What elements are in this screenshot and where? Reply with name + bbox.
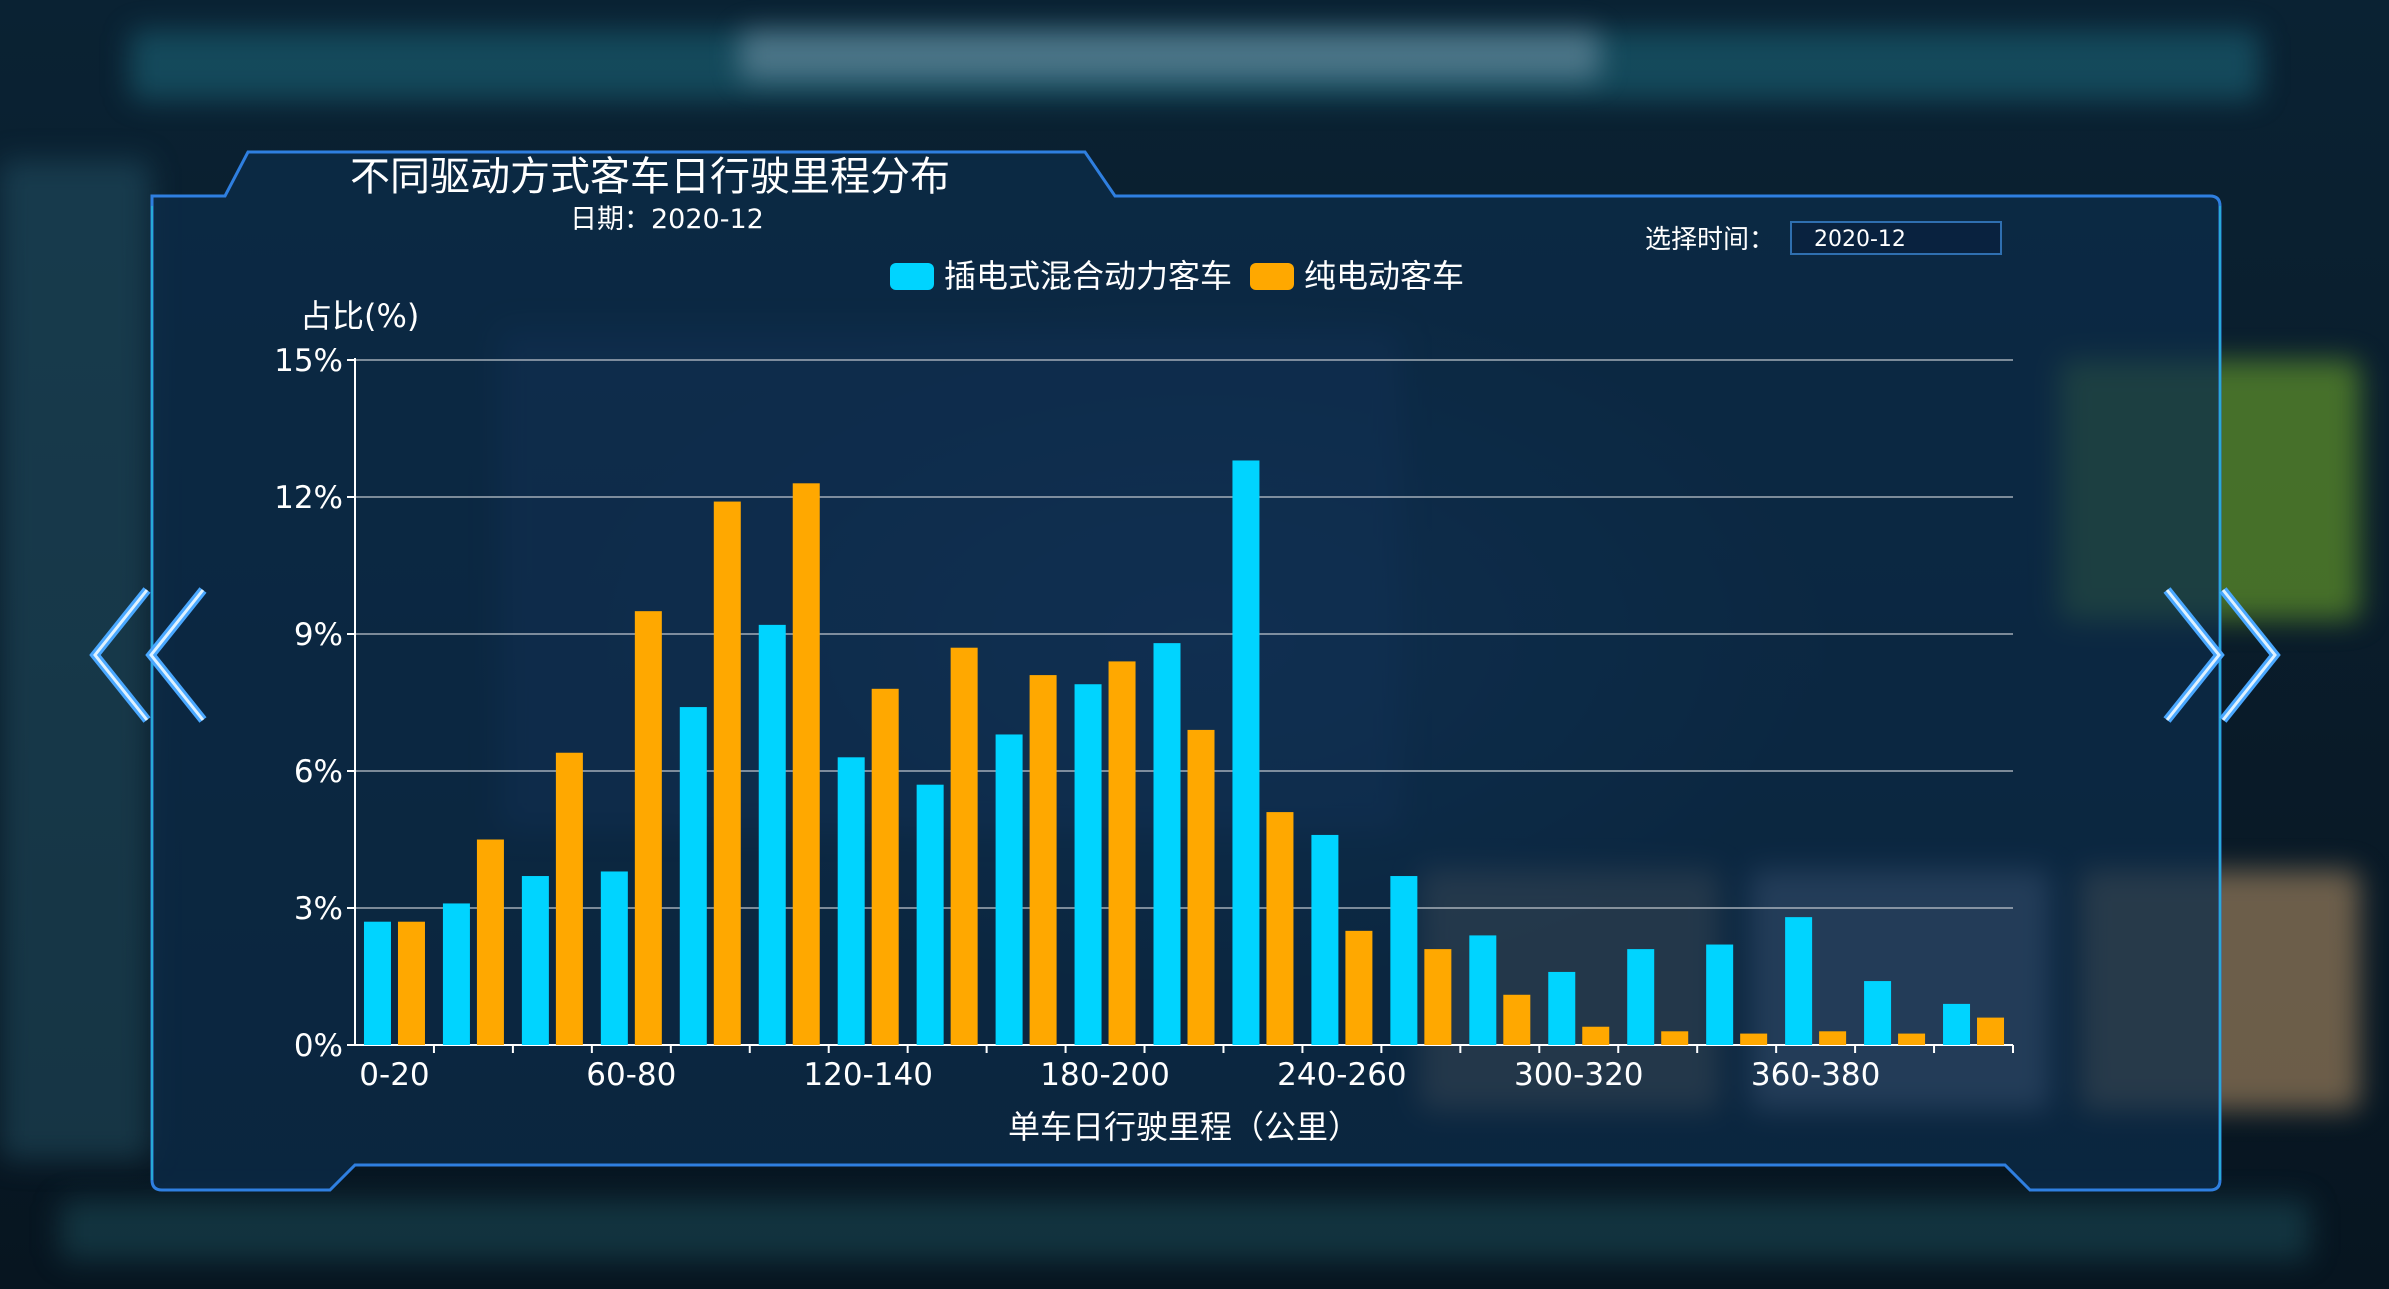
bar-bev <box>555 752 583 1045</box>
legend-item-phev[interactable]: 插电式混合动力客车 <box>890 256 1232 296</box>
bar-phev <box>521 876 549 1045</box>
bar-bev <box>1029 675 1057 1045</box>
bar-bev <box>1977 1017 2005 1045</box>
bar-bev <box>1503 994 1531 1045</box>
bar-bev <box>1582 1026 1610 1045</box>
bar-bev <box>871 688 899 1045</box>
x-axis-title: 单车日行驶里程（公里） <box>1008 1108 1360 1146</box>
bar-phev <box>1232 460 1260 1045</box>
x-tick-label: 60-80 <box>586 1057 676 1093</box>
x-tick-label: 0-20 <box>359 1057 429 1093</box>
chart-date-subtitle: 日期：2020-12 <box>570 204 764 235</box>
bar-bev <box>1898 1033 1926 1045</box>
bar-phev <box>758 624 786 1045</box>
x-tick-label: 180-200 <box>1040 1057 1170 1093</box>
x-tick-label: 120-140 <box>803 1057 933 1093</box>
bar-bev <box>1187 729 1215 1045</box>
x-tick-label: 300-320 <box>1514 1057 1644 1093</box>
y-tick-label: 6% <box>294 754 343 790</box>
bar-bev <box>397 921 425 1045</box>
time-picker-label: 选择时间： <box>1645 225 1776 255</box>
chart-legend: 插电式混合动力客车 纯电动客车 <box>890 256 1482 296</box>
legend-swatch-phev <box>890 262 934 290</box>
bar-bev <box>1108 661 1136 1045</box>
bar-phev <box>1074 684 1102 1045</box>
bar-bev <box>634 611 662 1045</box>
y-tick-label: 3% <box>294 891 343 927</box>
double-chevron-left-icon[interactable] <box>85 585 215 725</box>
bar-phev <box>1390 876 1418 1045</box>
bar-bev <box>950 647 978 1045</box>
bar-phev <box>442 903 470 1045</box>
bar-bev <box>1424 949 1452 1045</box>
chart-title: 不同驱动方式客车日行驶里程分布 <box>350 154 950 200</box>
bar-phev <box>1469 935 1497 1045</box>
bar-phev <box>679 707 707 1045</box>
y-tick-label: 0% <box>294 1028 343 1064</box>
legend-item-bev[interactable]: 纯电动客车 <box>1250 256 1464 296</box>
bar-phev <box>363 921 391 1045</box>
bar-phev <box>916 784 944 1045</box>
bar-bev <box>476 839 504 1045</box>
bar-bev <box>1266 812 1294 1045</box>
legend-label-bev: 纯电动客车 <box>1304 257 1465 295</box>
bar-phev <box>600 871 628 1045</box>
x-tick-label: 360-380 <box>1751 1057 1881 1093</box>
bar-phev <box>1706 944 1734 1045</box>
bar-bev <box>1345 930 1373 1045</box>
bar-bev <box>1819 1031 1847 1045</box>
bar-bev <box>1661 1031 1689 1045</box>
bar-bev <box>713 501 741 1046</box>
bar-phev <box>1153 643 1181 1045</box>
bar-phev <box>1785 917 1813 1045</box>
bar-bev <box>792 483 820 1045</box>
x-tick-label: 240-260 <box>1277 1057 1407 1093</box>
y-tick-label: 15% <box>274 343 343 379</box>
bar-phev <box>1627 949 1655 1045</box>
bar-bev <box>1740 1033 1768 1045</box>
bar-phev <box>1864 981 1892 1045</box>
legend-label-phev: 插电式混合动力客车 <box>944 257 1233 295</box>
time-picker-input[interactable]: 2020-12 <box>1790 221 2002 255</box>
y-tick-label: 9% <box>294 617 343 653</box>
bar-phev <box>1548 971 1576 1045</box>
double-chevron-right-icon[interactable] <box>2155 585 2285 725</box>
y-axis-title: 占比(%) <box>300 297 419 335</box>
y-tick-label: 12% <box>274 480 343 516</box>
bar-phev <box>1311 834 1339 1045</box>
bar-phev <box>1943 1003 1971 1045</box>
bar-phev <box>837 757 865 1045</box>
legend-swatch-bev <box>1250 262 1295 290</box>
bar-phev <box>995 734 1023 1045</box>
